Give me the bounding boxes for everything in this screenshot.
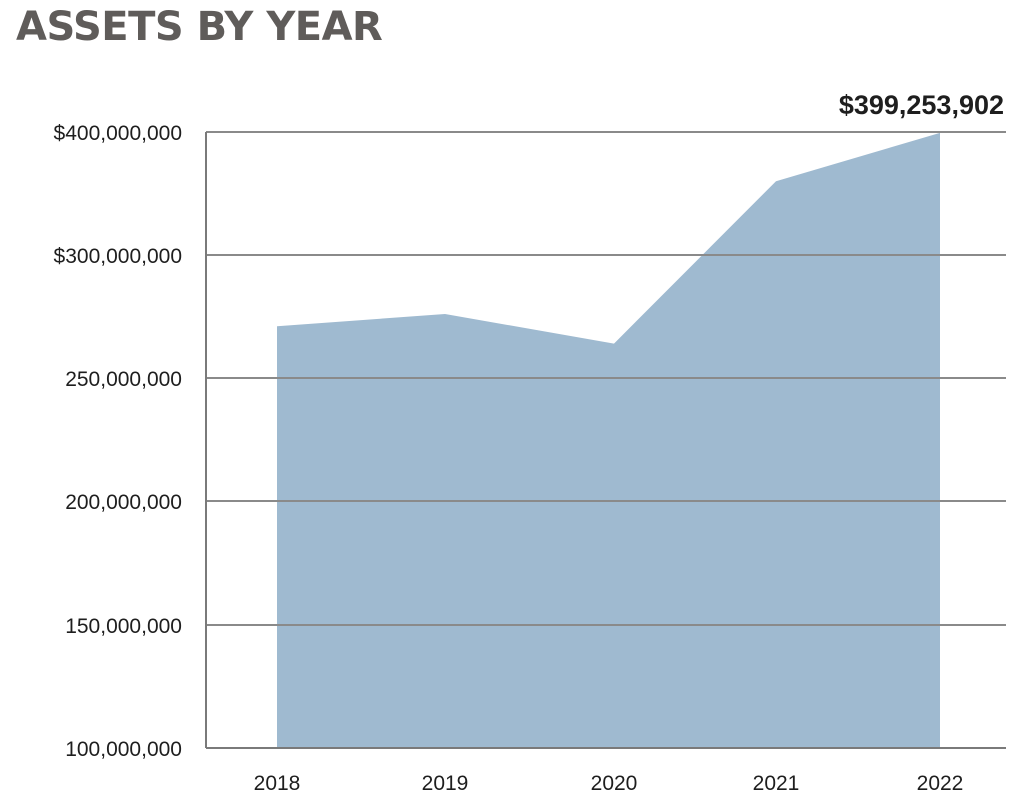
annotations: $399,253,902: [839, 90, 1004, 120]
y-tick-label: 200,000,000: [65, 491, 182, 514]
x-tick-label: 2022: [917, 772, 964, 795]
axes: [205, 132, 1006, 749]
y-tick-label: 100,000,000: [65, 738, 182, 761]
y-tick-label: 250,000,000: [65, 368, 182, 391]
value-callout: $399,253,902: [839, 90, 1004, 120]
gridlines: [206, 131, 1006, 626]
x-tick-label: 2018: [254, 772, 301, 795]
chart-title: ASSETS BY YEAR: [16, 4, 383, 50]
y-tick-label: $300,000,000: [54, 245, 182, 268]
x-tick-label: 2021: [753, 772, 800, 795]
y-tick-labels: 100,000,000 150,000,000 200,000,000 250,000…: [54, 122, 182, 761]
x-tick-labels: 2018 2019 2020 2021 2022: [254, 772, 964, 795]
area-series: [277, 132, 940, 748]
area-fill: [277, 132, 940, 748]
x-tick-label: 2019: [422, 772, 469, 795]
y-tick-label: $400,000,000: [54, 122, 182, 145]
x-tick-label: 2020: [591, 772, 638, 795]
y-tick-label: 150,000,000: [65, 615, 182, 638]
